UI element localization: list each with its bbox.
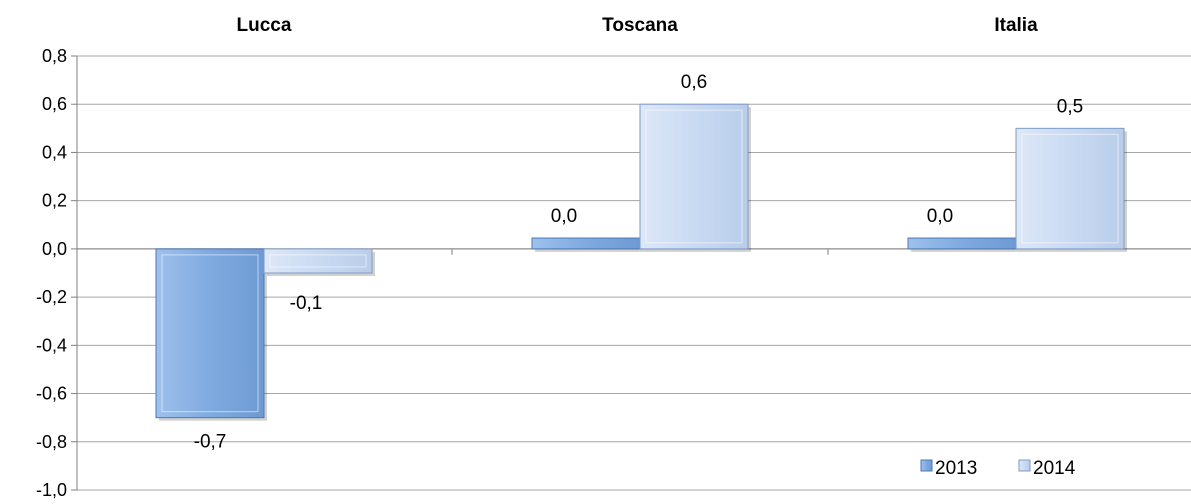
legend-swatch bbox=[920, 459, 933, 472]
data-label: 0,0 bbox=[927, 206, 953, 227]
legend-item: 2014 bbox=[1018, 458, 1076, 479]
y-axis: 0,8 0,6 0,4 0,2 0,0 -0,2 -0,4 -0,6 -0,8 -1,0 bbox=[36, 46, 1191, 500]
y-tick-label: -1,0 bbox=[36, 480, 67, 499]
bar-bevel bbox=[645, 109, 743, 244]
bar-bevel bbox=[1021, 133, 1119, 244]
group-titles: Lucca Toscana Italia bbox=[237, 15, 1039, 36]
bar-bevel bbox=[269, 254, 367, 268]
y-tick-label: 0,2 bbox=[42, 191, 67, 211]
y-tick-label: -0,8 bbox=[36, 432, 67, 452]
data-label: -0,7 bbox=[194, 432, 227, 453]
y-tick-label: 0,4 bbox=[42, 142, 67, 162]
data-label: 0,0 bbox=[551, 206, 577, 227]
bar-body bbox=[155, 248, 265, 419]
bar-2013-italia bbox=[907, 237, 1019, 252]
group-title: Lucca bbox=[237, 15, 292, 36]
bar-bevel bbox=[161, 254, 259, 413]
legend-label: 2013 bbox=[935, 458, 977, 479]
y-tick-label: 0,0 bbox=[42, 239, 67, 259]
bar-2013-lucca bbox=[155, 248, 267, 421]
group-title: Toscana bbox=[602, 15, 678, 36]
y-tick-label: 0,8 bbox=[42, 46, 67, 66]
data-label: 0,5 bbox=[1057, 96, 1083, 117]
bar-body bbox=[531, 237, 641, 250]
y-tick-label: 0,6 bbox=[42, 94, 67, 114]
bar-body bbox=[263, 248, 373, 274]
y-tick-label: -0,4 bbox=[36, 335, 67, 355]
legend-item: 2013 bbox=[920, 458, 977, 479]
bar-2014-toscana bbox=[639, 103, 751, 252]
data-label: 0,6 bbox=[681, 72, 707, 93]
bar-body bbox=[907, 237, 1017, 250]
bar-2013-toscana bbox=[531, 237, 643, 252]
y-tick-label: -0,6 bbox=[36, 384, 67, 404]
bars bbox=[155, 103, 1127, 421]
data-labels: -0,7 -0,1 0,0 0,6 0,0 0,5 bbox=[194, 72, 1084, 452]
data-label: -0,1 bbox=[290, 293, 323, 314]
y-tick-label: -0,2 bbox=[36, 287, 67, 307]
legend-label: 2014 bbox=[1033, 458, 1076, 479]
bar-body bbox=[639, 103, 749, 250]
bar-2014-lucca bbox=[263, 248, 375, 276]
legend-swatch bbox=[1018, 459, 1031, 472]
bar-2014-italia bbox=[1015, 127, 1127, 252]
legend: 2013 2014 bbox=[920, 458, 1076, 479]
bar-body bbox=[1015, 127, 1125, 250]
group-title: Italia bbox=[994, 15, 1038, 36]
